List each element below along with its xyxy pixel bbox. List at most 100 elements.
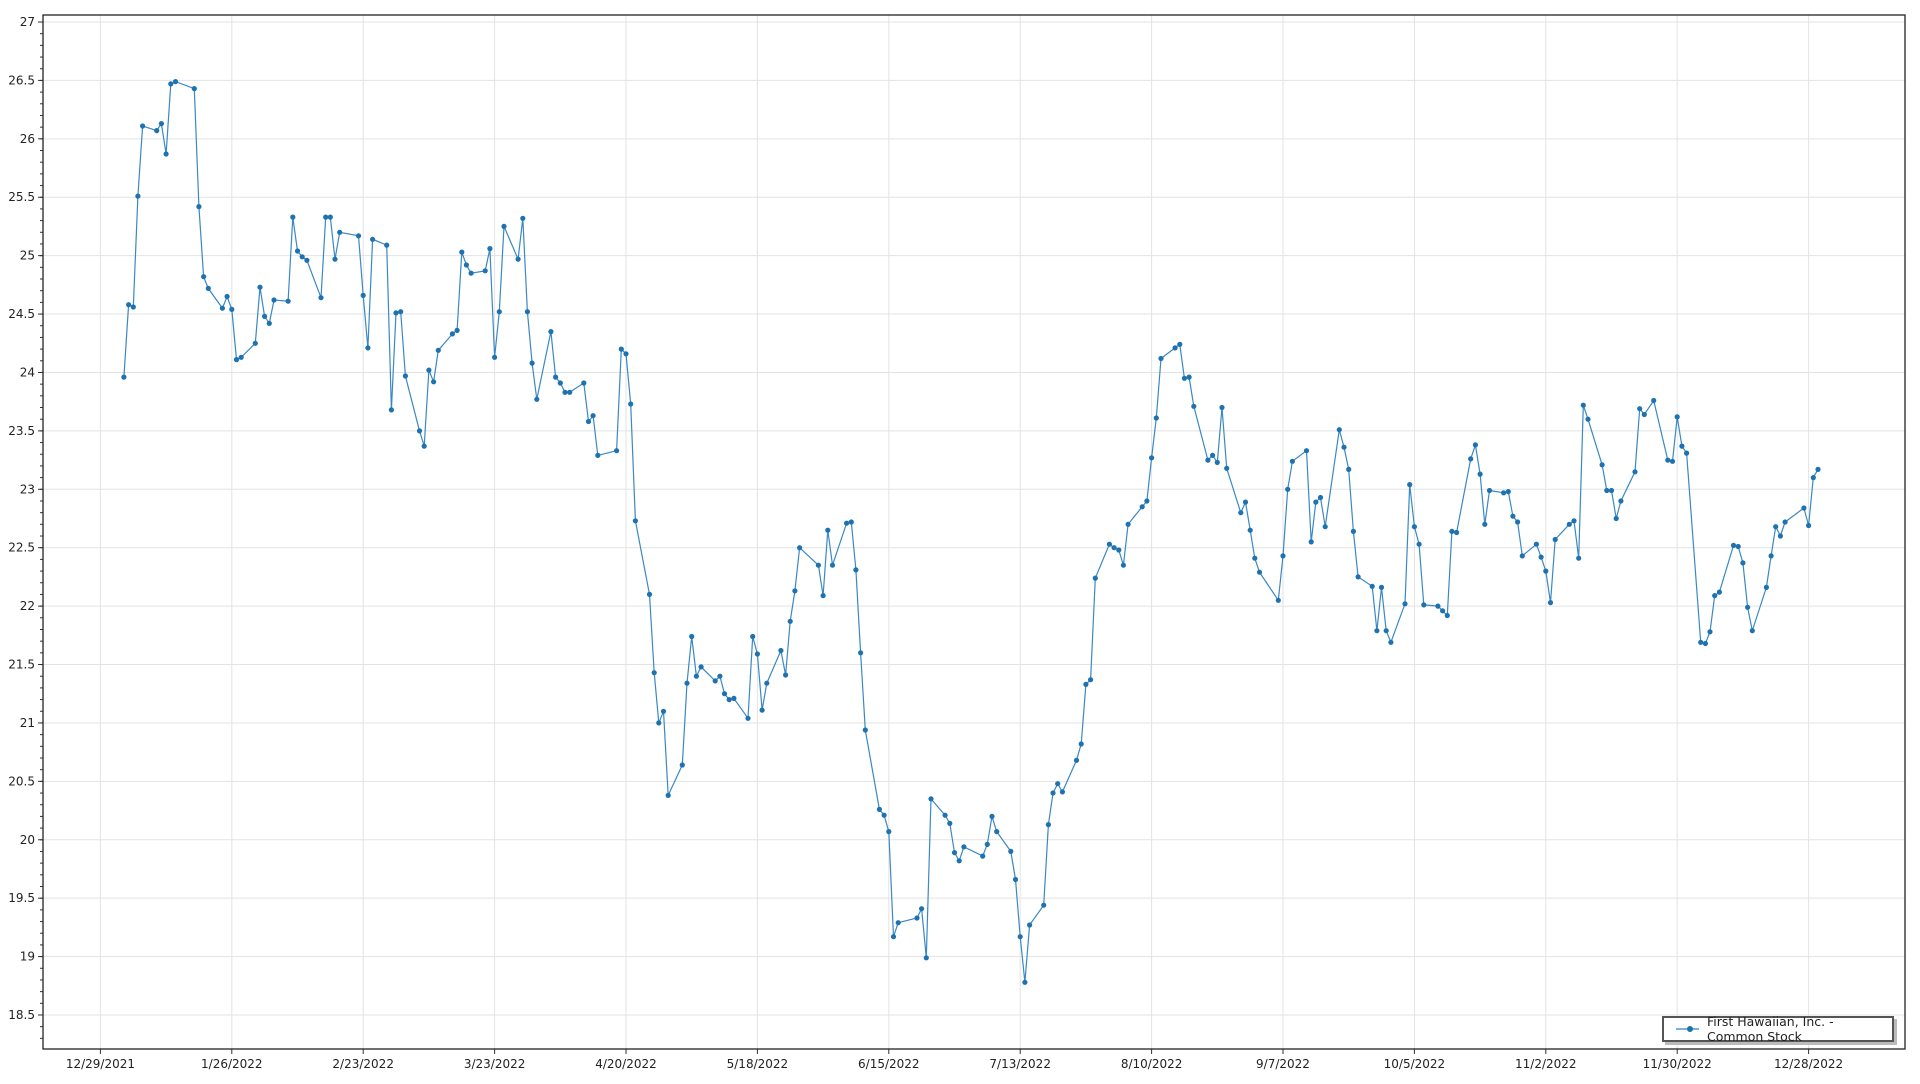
data-point	[797, 545, 803, 551]
data-point	[1477, 471, 1483, 477]
y-tick-label: 23.5	[8, 424, 35, 438]
data-point	[1106, 541, 1112, 547]
data-point	[646, 591, 653, 598]
y-tick-label: 19	[20, 950, 35, 964]
data-point	[515, 256, 521, 262]
data-point	[980, 853, 986, 859]
data-point	[534, 396, 540, 402]
data-point	[731, 695, 737, 702]
data-point	[529, 360, 535, 366]
data-point	[698, 664, 704, 670]
data-point	[984, 841, 990, 848]
data-point	[1712, 593, 1718, 599]
data-point	[1224, 465, 1230, 471]
data-point	[815, 562, 822, 568]
data-point	[393, 310, 399, 316]
data-point	[881, 812, 887, 818]
data-point	[1637, 406, 1643, 412]
data-point	[1576, 555, 1582, 561]
data-point	[1801, 505, 1807, 511]
data-point	[158, 121, 164, 127]
data-point	[196, 204, 202, 210]
data-point	[895, 920, 901, 926]
data-point	[219, 305, 225, 311]
data-point	[1139, 504, 1145, 510]
data-point	[163, 151, 169, 157]
data-point	[721, 691, 728, 697]
data-point	[989, 813, 995, 820]
x-tick-label: 2/23/2022	[332, 1057, 394, 1071]
data-point	[224, 293, 230, 300]
data-point	[1012, 876, 1019, 883]
data-point	[421, 443, 427, 449]
data-point	[435, 347, 441, 353]
data-point	[1092, 575, 1098, 581]
data-point	[1421, 602, 1427, 608]
data-point	[1238, 510, 1244, 516]
data-point	[562, 389, 568, 395]
data-point	[778, 647, 784, 654]
data-point	[548, 329, 554, 335]
data-point	[1585, 416, 1591, 422]
data-point	[1341, 444, 1347, 450]
data-point	[426, 367, 432, 373]
data-point	[1186, 374, 1192, 380]
x-tick-label: 9/7/2022	[1256, 1057, 1310, 1071]
data-point	[501, 223, 507, 229]
data-point	[1378, 584, 1385, 591]
data-point	[1407, 482, 1413, 488]
data-point	[787, 618, 793, 624]
data-point	[1205, 457, 1211, 463]
data-point	[1149, 455, 1155, 461]
data-point	[1336, 427, 1342, 433]
data-point	[1740, 560, 1746, 566]
data-point	[717, 673, 723, 679]
data-point	[1317, 494, 1324, 501]
data-point	[205, 285, 211, 291]
data-point	[262, 313, 268, 319]
data-point	[862, 727, 868, 733]
y-tick-label: 25	[20, 249, 35, 263]
data-point	[1116, 547, 1122, 553]
data-point	[1078, 741, 1084, 747]
data-point	[1050, 790, 1056, 796]
data-point	[1716, 589, 1722, 595]
data-point	[126, 302, 132, 308]
data-point	[783, 672, 789, 678]
data-point	[1355, 574, 1361, 580]
data-point	[1017, 934, 1023, 940]
data-point	[1486, 487, 1493, 494]
data-point	[323, 214, 329, 220]
data-point	[820, 593, 826, 599]
data-point	[140, 123, 146, 129]
data-point	[1472, 442, 1478, 448]
data-point	[398, 309, 404, 315]
data-point	[628, 401, 634, 407]
x-tick-label: 8/10/2022	[1121, 1057, 1183, 1071]
data-point	[238, 354, 244, 360]
x-tick-label: 5/18/2022	[727, 1057, 789, 1071]
data-point	[1651, 397, 1657, 404]
data-point	[1763, 584, 1769, 591]
data-point	[266, 320, 272, 326]
y-tick-label: 24	[20, 365, 35, 379]
data-point	[595, 452, 601, 458]
data-point	[360, 292, 366, 298]
data-point	[1383, 628, 1389, 634]
data-point	[1073, 757, 1080, 763]
data-point	[1768, 553, 1774, 559]
data-point	[684, 680, 690, 686]
data-point	[1275, 597, 1281, 603]
data-point	[1440, 608, 1446, 614]
data-point	[689, 633, 695, 640]
data-point	[135, 193, 141, 199]
y-tick-label: 19.5	[8, 891, 35, 905]
data-point	[1041, 902, 1047, 908]
data-point	[337, 229, 343, 235]
data-point	[1515, 519, 1521, 525]
data-point	[764, 680, 770, 686]
data-point	[1308, 539, 1314, 545]
y-tick-label: 26	[20, 132, 35, 146]
data-point	[1454, 529, 1460, 536]
data-point	[191, 86, 197, 92]
